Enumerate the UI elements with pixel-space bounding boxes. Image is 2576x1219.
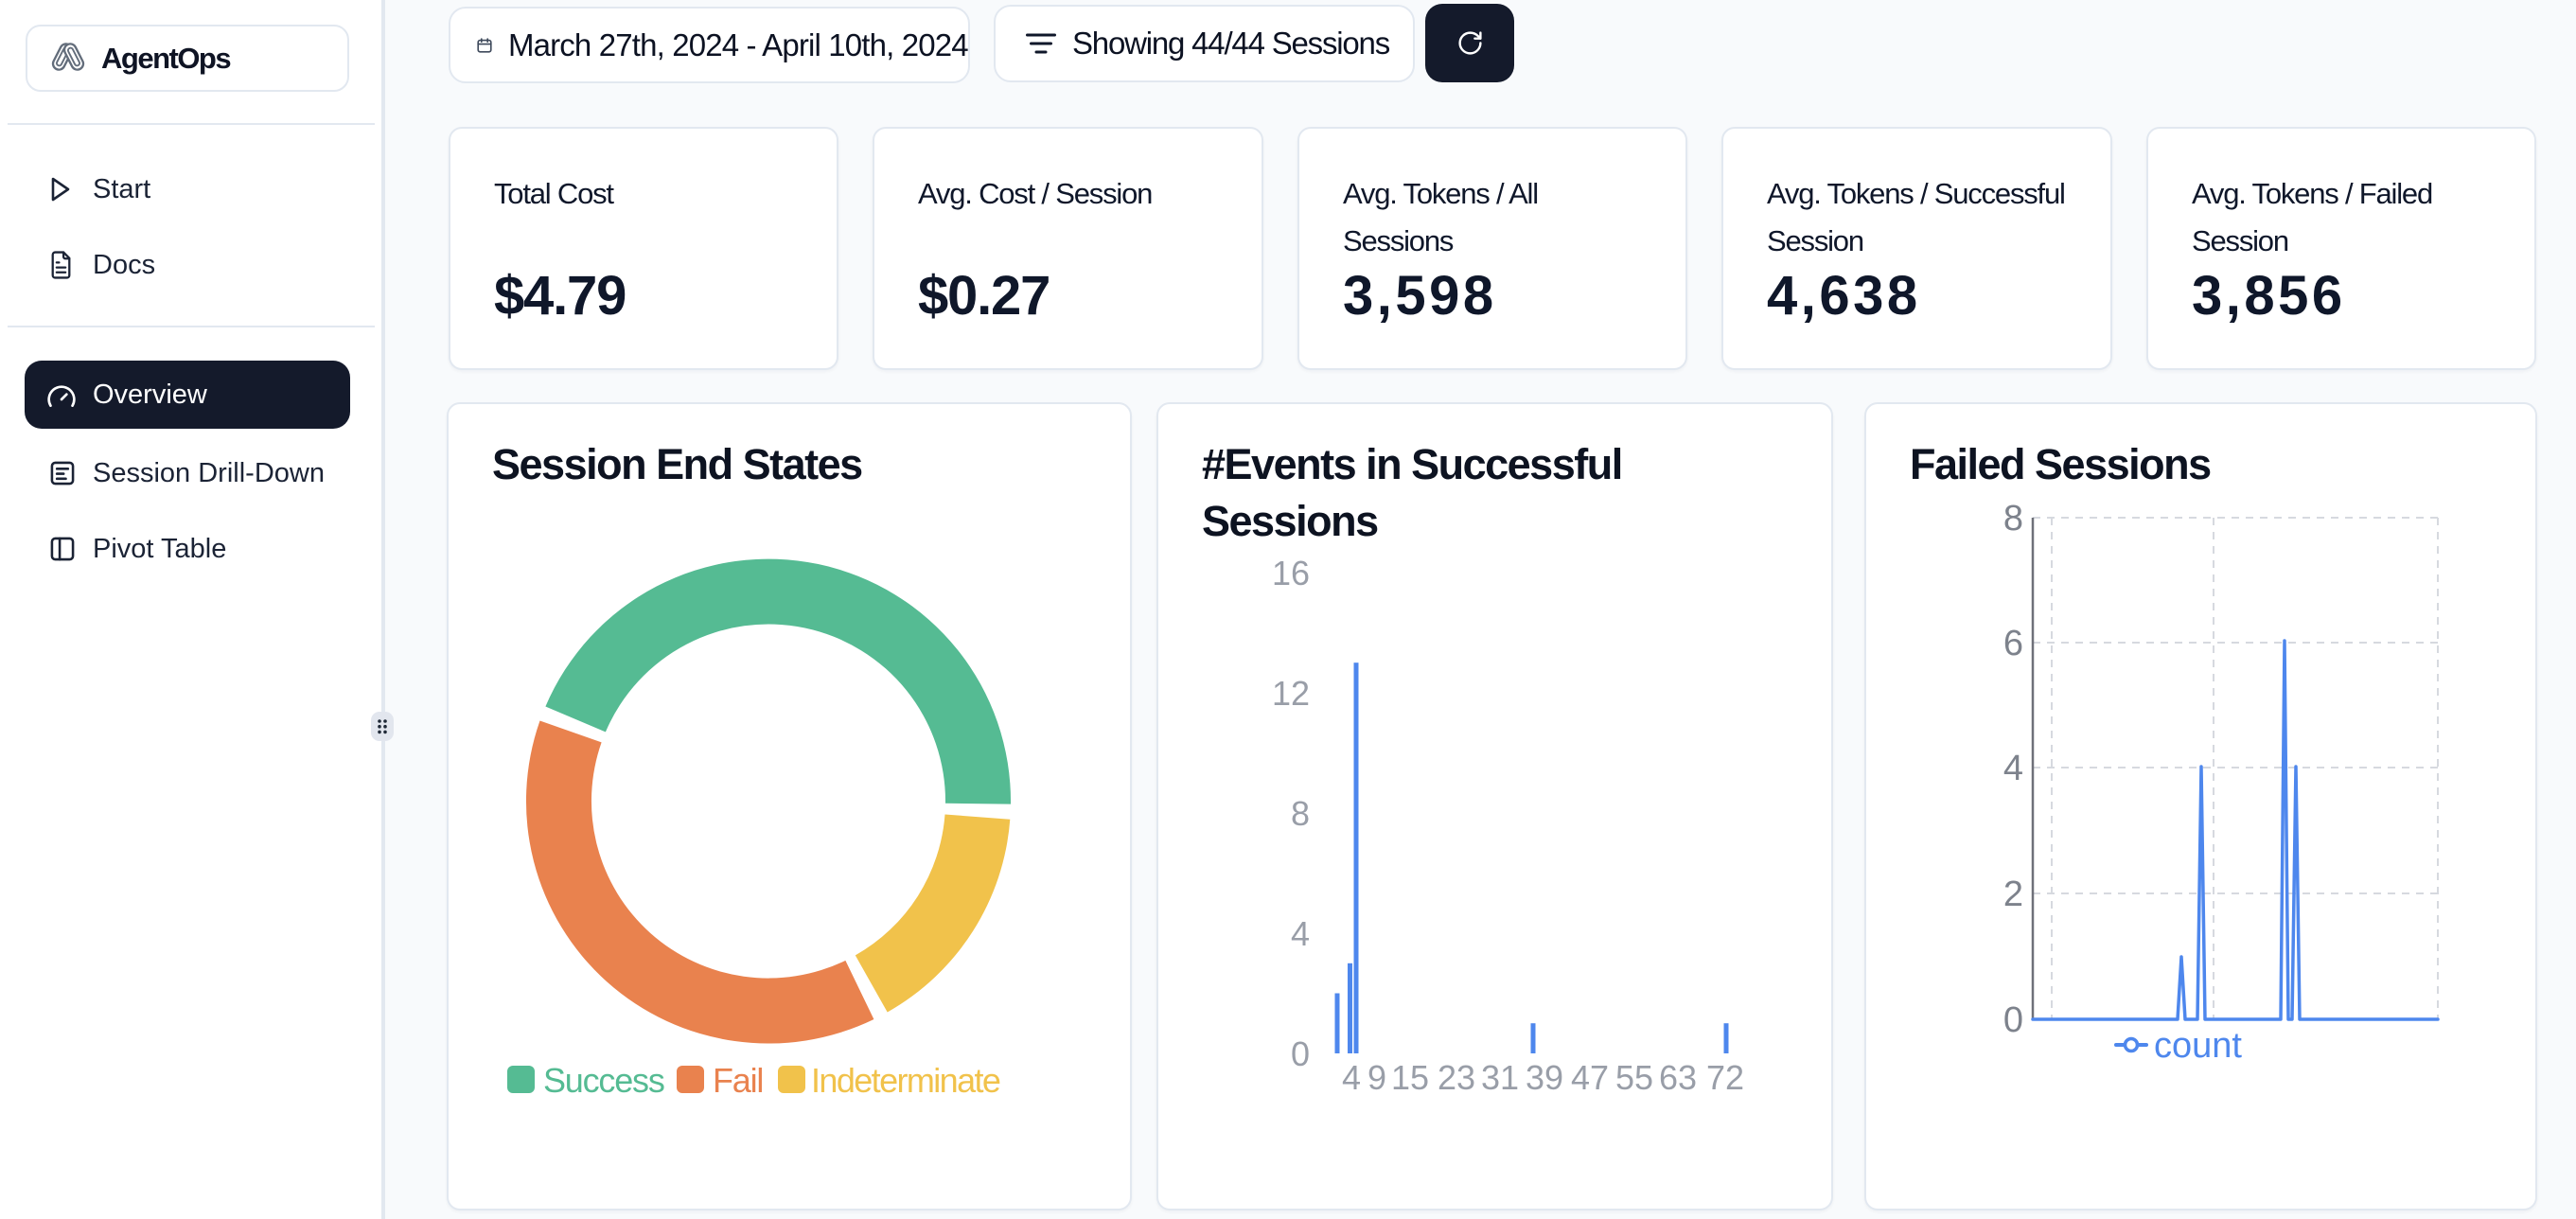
svg-text:count: count [2154, 1026, 2242, 1066]
svg-text:Fail: Fail [713, 1061, 763, 1100]
svg-text:31: 31 [1481, 1058, 1519, 1097]
svg-text:63: 63 [1659, 1058, 1697, 1097]
svg-text:16: 16 [1272, 554, 1310, 592]
svg-text:6: 6 [2003, 624, 2023, 663]
svg-text:4: 4 [1291, 914, 1310, 953]
svg-text:8: 8 [1291, 794, 1310, 833]
svg-text:9: 9 [1367, 1058, 1386, 1097]
svg-text:12: 12 [1272, 674, 1310, 713]
svg-text:4: 4 [1342, 1058, 1361, 1097]
svg-text:55: 55 [1615, 1058, 1653, 1097]
svg-text:8: 8 [2003, 499, 2023, 539]
svg-text:39: 39 [1526, 1058, 1563, 1097]
svg-text:Indeterminate: Indeterminate [811, 1061, 1000, 1100]
svg-text:4: 4 [2003, 749, 2023, 788]
svg-text:47: 47 [1571, 1058, 1609, 1097]
svg-text:0: 0 [1291, 1034, 1310, 1073]
svg-text:Success: Success [543, 1061, 664, 1100]
svg-text:15: 15 [1391, 1058, 1429, 1097]
svg-text:23: 23 [1438, 1058, 1475, 1097]
svg-text:0: 0 [2003, 1000, 2023, 1040]
svg-text:2: 2 [2003, 874, 2023, 914]
svg-text:72: 72 [1706, 1058, 1744, 1097]
